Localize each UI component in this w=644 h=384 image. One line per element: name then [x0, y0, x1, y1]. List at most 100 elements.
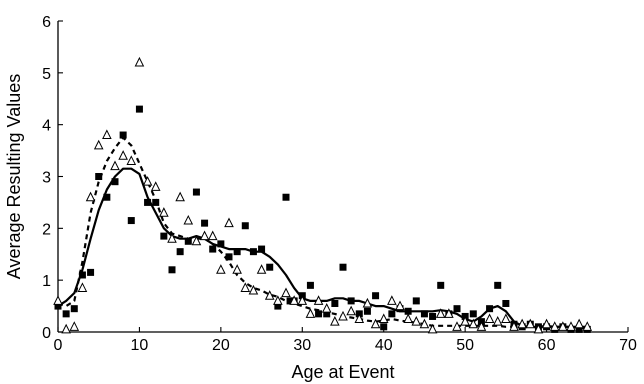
triangle-marker — [53, 295, 63, 305]
triangle-marker — [199, 230, 210, 241]
triangle-marker — [248, 284, 259, 295]
square-marker — [184, 237, 192, 245]
square-marker — [502, 299, 510, 307]
square-marker — [339, 263, 347, 271]
square-marker — [363, 307, 371, 315]
square-marker — [160, 232, 168, 240]
triangle-marker — [191, 235, 202, 246]
square-marker — [266, 263, 274, 271]
triangle-marker — [313, 295, 324, 305]
triangle-marker — [582, 321, 593, 331]
square-marker — [152, 198, 160, 206]
ticks: 0 10 20 30 40 50 60 70 0 1 2 3 4 5 6 — [42, 14, 637, 354]
triangle-marker — [330, 316, 340, 326]
triangle-marker — [533, 323, 544, 334]
square-marker — [437, 281, 445, 289]
triangle-marker — [509, 321, 519, 331]
square-marker — [494, 281, 502, 289]
square-marker — [192, 188, 200, 196]
triangle-marker — [354, 313, 365, 324]
triangle-marker — [403, 313, 413, 324]
triangle-marker — [232, 264, 242, 274]
square-marker — [258, 245, 266, 253]
triangle-marker — [240, 282, 251, 292]
triangle-marker — [476, 321, 487, 331]
square-marker — [412, 297, 420, 305]
square-marker — [233, 248, 241, 256]
square-marker — [127, 217, 135, 225]
square-marker — [209, 245, 217, 253]
triangle-marker — [468, 318, 479, 329]
y-tick-label: 6 — [42, 14, 51, 31]
square-marker — [274, 302, 282, 310]
y-tick-label: 5 — [42, 66, 51, 83]
triangle-marker — [525, 318, 536, 329]
triangle-marker — [378, 313, 389, 324]
x-tick-label: 20 — [212, 337, 230, 354]
x-tick-label: 70 — [619, 337, 637, 354]
triangle-marker — [549, 321, 560, 331]
triangle-marker — [297, 295, 308, 305]
x-tick-label: 40 — [375, 337, 393, 354]
square-marker — [111, 178, 119, 186]
solid-trend-line — [57, 167, 588, 329]
triangle-marker — [281, 287, 291, 298]
y-tick-label: 1 — [42, 273, 51, 290]
triangle-marker — [85, 191, 96, 202]
x-axis-title: Age at Event — [291, 362, 394, 382]
square-marker — [469, 310, 477, 318]
square-marker — [54, 302, 62, 310]
square-marker — [347, 297, 355, 305]
x-tick-label: 50 — [456, 337, 474, 354]
triangle-marker — [362, 297, 373, 308]
x-tick-label: 10 — [131, 337, 149, 354]
axes — [57, 21, 628, 333]
square-marker — [380, 323, 388, 331]
square-marker — [249, 248, 257, 256]
triangle-marker — [256, 264, 267, 274]
square-marker — [144, 198, 152, 206]
square-marker — [453, 305, 461, 313]
triangle-marker — [460, 316, 470, 326]
triangle-marker — [93, 139, 104, 150]
triangle-marker — [370, 318, 381, 329]
triangle-marker — [69, 321, 80, 331]
triangle-marker — [118, 150, 128, 160]
y-axis-title: Average Resulting Values — [4, 74, 24, 279]
square-marker — [225, 253, 233, 261]
square-marker — [331, 299, 339, 307]
triangle-marker — [289, 295, 299, 305]
triangle-marker — [61, 323, 71, 334]
triangle-marker — [150, 181, 161, 191]
square-marker — [315, 310, 323, 318]
square-marker — [241, 222, 249, 230]
data-markers — [53, 56, 593, 334]
triangle-marker — [492, 316, 503, 326]
square-marker — [119, 131, 127, 139]
square-marker — [87, 268, 95, 276]
square-marker — [78, 271, 86, 279]
triangle-marker — [216, 264, 226, 274]
triangle-marker — [419, 318, 430, 329]
dashed-trend-line — [57, 136, 588, 328]
square-marker — [70, 305, 78, 313]
triangle-marker — [444, 308, 454, 318]
triangle-marker — [395, 300, 405, 311]
triangle-marker — [183, 214, 194, 225]
triangle-marker — [566, 321, 576, 331]
triangle-marker — [346, 305, 356, 316]
square-marker — [486, 305, 494, 313]
square-marker — [95, 173, 103, 180]
triangle-marker — [264, 290, 275, 300]
triangle-marker — [159, 207, 169, 217]
triangle-marker — [224, 217, 234, 228]
fitted-lines — [57, 136, 588, 329]
triangle-marker — [273, 295, 283, 305]
y-tick-label: 4 — [42, 118, 51, 135]
triangle-marker — [338, 310, 348, 321]
square-marker — [306, 281, 314, 289]
triangle-marker — [77, 282, 88, 292]
square-marker — [429, 312, 437, 320]
x-tick-label: 60 — [538, 337, 556, 354]
triangle-marker — [484, 313, 495, 324]
